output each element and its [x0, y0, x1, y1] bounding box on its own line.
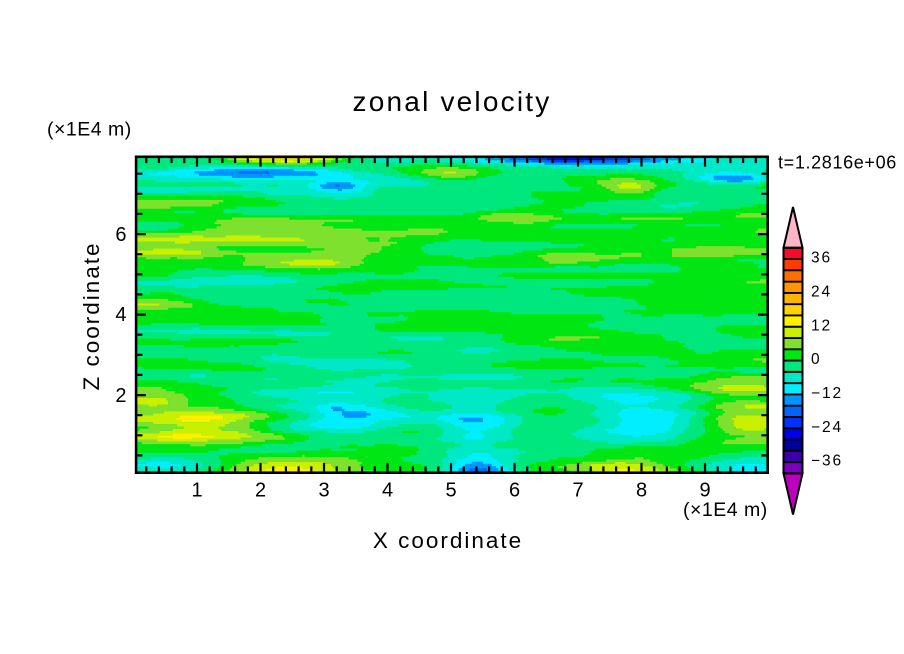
svg-text:0: 0: [811, 351, 822, 368]
svg-text:t=1.2816e+06: t=1.2816e+06: [778, 153, 897, 173]
svg-text:7: 7: [572, 480, 583, 502]
svg-text:12: 12: [811, 317, 832, 334]
svg-text:8: 8: [636, 480, 647, 502]
svg-text:36: 36: [811, 250, 832, 267]
svg-text:X coordinate: X coordinate: [373, 528, 523, 553]
svg-text:1: 1: [191, 480, 202, 502]
svg-text:6: 6: [115, 224, 126, 246]
svg-text:−24: −24: [811, 419, 843, 436]
svg-text:(×1E4 m): (×1E4 m): [47, 119, 132, 141]
svg-text:−36: −36: [811, 453, 843, 470]
svg-text:zonal velocity: zonal velocity: [353, 86, 552, 117]
svg-text:6: 6: [509, 480, 520, 502]
svg-text:4: 4: [115, 304, 126, 326]
svg-text:Z coordinate: Z coordinate: [79, 241, 104, 390]
svg-text:2: 2: [115, 385, 126, 407]
svg-text:(×1E4 m): (×1E4 m): [683, 499, 768, 521]
svg-text:4: 4: [382, 480, 393, 502]
svg-text:3: 3: [318, 480, 329, 502]
svg-text:5: 5: [445, 480, 456, 502]
svg-text:9: 9: [699, 480, 710, 502]
svg-text:24: 24: [811, 283, 832, 300]
svg-text:−12: −12: [811, 385, 843, 402]
svg-text:2: 2: [255, 480, 266, 502]
